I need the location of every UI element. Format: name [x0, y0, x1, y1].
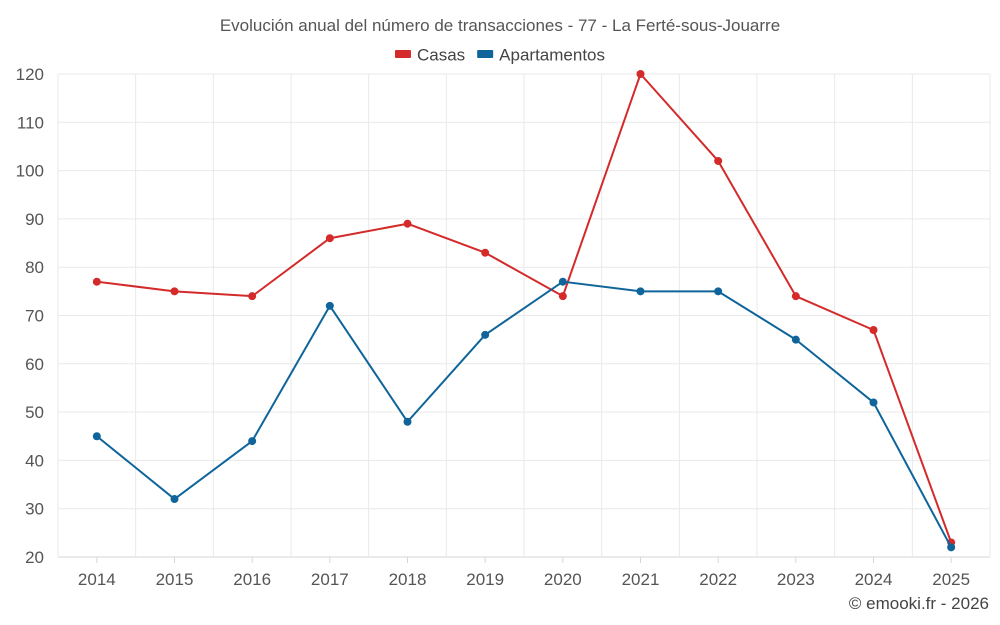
data-point[interactable]: Apartamentos 2022: 75 [714, 287, 723, 296]
y-tick-label: 110 [17, 113, 44, 132]
x-tick-label: 2023 [777, 570, 815, 589]
data-point[interactable]: Apartamentos 2018: 48 [403, 417, 412, 426]
x-tick-label: 2022 [699, 570, 737, 589]
x-tick-label: 2017 [311, 570, 349, 589]
data-point[interactable]: Casas 2018: 89 [403, 219, 412, 228]
data-point[interactable]: Casas 2021: 120 [636, 70, 645, 78]
series-line [96, 73, 953, 543]
y-tick-label: 90 [25, 210, 44, 229]
series-apartamentos: Apartamentos 2014: 45 Apartamentos 2015: … [92, 277, 956, 552]
legend: Casas Apartamentos [394, 45, 605, 64]
data-point[interactable]: Apartamentos 2024: 52 [869, 398, 878, 407]
legend-label: Casas [417, 45, 465, 64]
x-tick-label: 2014 [78, 570, 116, 589]
series-casas: Casas 2014: 77 Casas 2015: 75 Casas 2016: … [92, 70, 956, 547]
legend-swatch [477, 50, 494, 58]
y-tick-label: 70 [25, 307, 44, 326]
data-point[interactable]: Apartamentos 2017: 72 [325, 301, 334, 310]
x-tick-label: 2018 [389, 570, 427, 589]
data-point[interactable]: Casas 2019: 83 [481, 248, 490, 257]
data-point[interactable]: Apartamentos 2023: 65 [791, 335, 800, 344]
y-tick-label: 30 [25, 500, 44, 519]
legend-item-apartamentos[interactable]: Apartamentos [477, 45, 605, 64]
legend-label: Apartamentos [499, 45, 605, 64]
legend-swatch [394, 50, 411, 58]
y-tick-label: 80 [25, 258, 44, 277]
data-point[interactable]: Casas 2015: 75 [170, 287, 179, 296]
y-tick-label: 50 [25, 403, 44, 422]
axes: 20 30 40 50 60 70 80 90 100 110 120 2014 2015 2016 201… [16, 65, 970, 589]
x-tick-label: 2024 [855, 570, 893, 589]
series-layer: Casas 2014: 77 Casas 2015: 75 Casas 2016: … [92, 70, 956, 552]
gridlines [57, 73, 991, 558]
data-point[interactable]: Casas 2020: 74 [558, 292, 567, 301]
data-point[interactable]: Apartamentos 2020: 77 [558, 277, 567, 286]
data-point[interactable]: Apartamentos 2015: 32 [170, 495, 179, 504]
x-tick-label: 2015 [156, 570, 194, 589]
data-point[interactable]: Apartamentos 2016: 44 [248, 437, 257, 446]
y-tick-label: 20 [25, 548, 44, 567]
x-tick-label: 2025 [932, 570, 970, 589]
data-point[interactable]: Casas 2017: 86 [325, 234, 334, 243]
y-tick-label: 40 [25, 451, 44, 470]
x-tick-label: 2019 [466, 570, 504, 589]
y-tick-label: 60 [25, 355, 44, 374]
data-point[interactable]: Casas 2023: 74 [791, 292, 800, 301]
data-point[interactable]: Apartamentos 2014: 45 [92, 432, 101, 441]
y-tick-label: 100 [16, 162, 44, 181]
data-point[interactable]: Apartamentos 2019: 66 [481, 330, 490, 339]
x-tick-label: 2016 [233, 570, 271, 589]
x-tick-label: 2021 [622, 570, 660, 589]
y-tick-label: 120 [16, 65, 44, 84]
x-tick-label: 2020 [544, 570, 582, 589]
data-point[interactable]: Apartamentos 2025: 22 [947, 543, 956, 552]
series-line [96, 280, 953, 548]
data-point[interactable]: Casas 2022: 102 [714, 156, 723, 165]
data-point[interactable]: Casas 2024: 67 [869, 325, 878, 334]
data-point[interactable]: Casas 2016: 74 [248, 292, 257, 301]
chart-title: Evolución anual del número de transaccio… [220, 16, 780, 35]
credit-text: © emooki.fr - 2026 [849, 594, 989, 613]
legend-item-casas[interactable]: Casas [394, 45, 465, 64]
data-point[interactable]: Casas 2014: 77 [92, 277, 101, 286]
data-point[interactable]: Apartamentos 2021: 75 [636, 287, 645, 296]
